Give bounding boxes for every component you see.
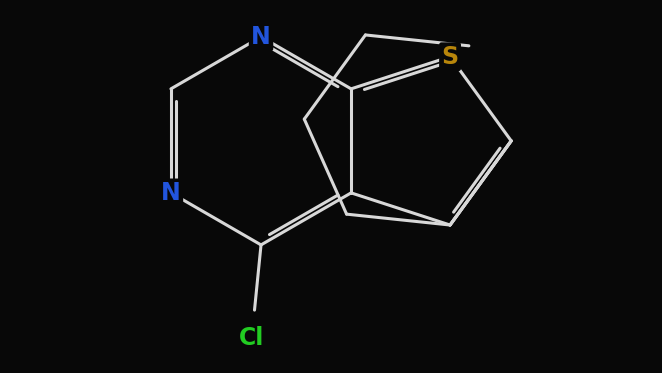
Text: Cl: Cl [239, 326, 264, 350]
Text: N: N [161, 181, 181, 205]
Text: N: N [251, 25, 271, 49]
Text: S: S [442, 45, 459, 69]
